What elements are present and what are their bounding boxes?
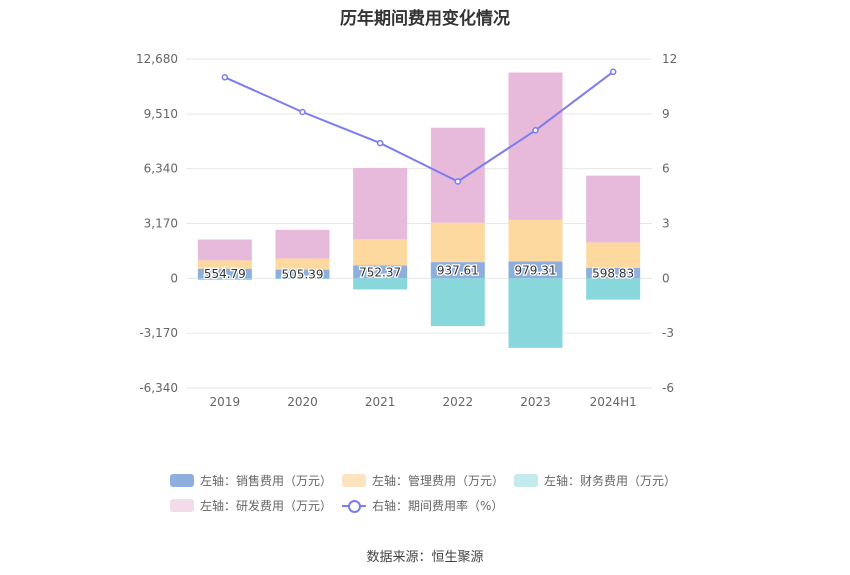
- legend-label: 左轴：财务费用（万元）: [544, 474, 677, 488]
- sales-data-label: 554.79: [204, 267, 246, 281]
- admin-expense-bar: [508, 219, 563, 262]
- sales-expense-bar: [430, 262, 485, 279]
- legend-label: 左轴：销售费用（万元）: [200, 474, 333, 488]
- left-axis-tick-label: 9,510: [144, 107, 178, 121]
- sales-expense-bar: [508, 261, 563, 279]
- rd-expense-bar: [508, 72, 563, 220]
- x-axis-tick-label: 2022: [443, 395, 474, 409]
- chart-canvas: 554.79 505.39 752.37 937.61 979.31 598.83 -6,…: [136, 52, 677, 409]
- rate-point: [454, 178, 462, 185]
- bar-series: [197, 72, 641, 348]
- legend-line-swatch: [342, 499, 366, 513]
- legend-label: 右轴：期间费用率（%）: [372, 499, 504, 513]
- rate-point: [299, 108, 306, 116]
- right-axis-tick-label: 6: [662, 162, 670, 176]
- right-axis-tick-label: -6: [662, 381, 674, 395]
- sales-expense-bar: [353, 265, 408, 279]
- x-axis-tick-label: 2021: [365, 395, 396, 409]
- rate-line-series: [221, 68, 617, 185]
- rd-expense-bar: [275, 229, 330, 259]
- x-axis-tick-label: 2023: [520, 395, 551, 409]
- sales-data-label: 598.83: [592, 267, 634, 281]
- sales-data-label: 505.39: [282, 267, 324, 281]
- sales-data-label: 752.37: [359, 265, 401, 279]
- x-axis-tick-label: 2019: [210, 395, 241, 409]
- finance-expense-bar: [275, 278, 330, 280]
- rd-expense-bar: [586, 175, 641, 243]
- x-axis-tick-label: 2024H1: [590, 395, 637, 409]
- x-axis-tick-label: 2020: [287, 395, 318, 409]
- bar-data-labels: 554.79 505.39 752.37 937.61 979.31 598.83: [203, 262, 636, 283]
- legend-label: 左轴：管理费用（万元）: [372, 474, 505, 488]
- grid-lines: [186, 58, 652, 389]
- sales-expense-bar: [586, 267, 641, 279]
- legend-item[interactable]: 左轴：管理费用（万元）: [342, 472, 504, 489]
- left-axis-tick-label: 12,680: [136, 52, 178, 66]
- legend-item[interactable]: 左轴：研发费用（万元）: [170, 497, 332, 514]
- axis-labels: -6,340 -3,170 0 3,170 6,340 9,510 12,680 -6 -3 0 3…: [136, 52, 677, 409]
- rd-expense-bar: [430, 127, 485, 223]
- rd-expense-bar: [197, 239, 252, 261]
- right-axis-tick-label: 3: [662, 217, 670, 231]
- left-axis-tick-label: 3,170: [144, 217, 178, 231]
- legend-color-swatch: [342, 474, 366, 487]
- rate-point: [609, 68, 617, 76]
- left-axis-tick-label: 6,340: [144, 162, 178, 176]
- sales-expense-bar: [197, 268, 252, 279]
- legend-color-swatch: [170, 474, 194, 487]
- rate-line: [224, 70, 614, 183]
- admin-expense-bar: [586, 242, 641, 268]
- rate-point: [532, 127, 539, 134]
- right-axis-tick-label: -3: [662, 326, 674, 340]
- finance-expense-bar: [586, 278, 641, 300]
- left-axis-tick-label: -3,170: [139, 326, 178, 340]
- admin-expense-bar: [353, 239, 408, 266]
- left-axis-tick-label: 0: [170, 271, 178, 285]
- right-axis-tick-label: 0: [662, 271, 670, 285]
- data-source-note: 数据来源：恒生聚源: [366, 550, 484, 565]
- legend-item[interactable]: 左轴：销售费用（万元）: [170, 472, 332, 489]
- left-axis-tick-label: -6,340: [139, 381, 178, 395]
- admin-expense-bar: [275, 258, 330, 270]
- legend-item[interactable]: 右轴：期间费用率（%）: [342, 497, 503, 514]
- finance-expense-bar: [430, 278, 485, 327]
- rate-point: [376, 139, 384, 147]
- finance-expense-bar: [353, 278, 408, 290]
- legend-label: 左轴：研发费用（万元）: [200, 499, 333, 513]
- admin-expense-bar: [197, 260, 252, 269]
- finance-expense-bar: [197, 278, 252, 280]
- chart-title: 历年期间费用变化情况: [340, 9, 510, 29]
- finance-expense-bar: [508, 278, 563, 348]
- legend-color-swatch: [514, 474, 538, 487]
- sales-expense-bar: [275, 269, 330, 279]
- legend-color-swatch: [170, 499, 194, 512]
- legend-item[interactable]: 左轴：财务费用（万元）: [514, 472, 676, 489]
- admin-expense-bar: [430, 222, 485, 263]
- sales-data-label: 979.31: [515, 263, 557, 277]
- right-axis-tick-label: 12: [662, 52, 677, 66]
- rd-expense-bar: [353, 167, 408, 240]
- right-axis-tick-label: 9: [662, 107, 670, 121]
- sales-data-label: 937.61: [437, 264, 479, 278]
- rate-point: [221, 74, 229, 81]
